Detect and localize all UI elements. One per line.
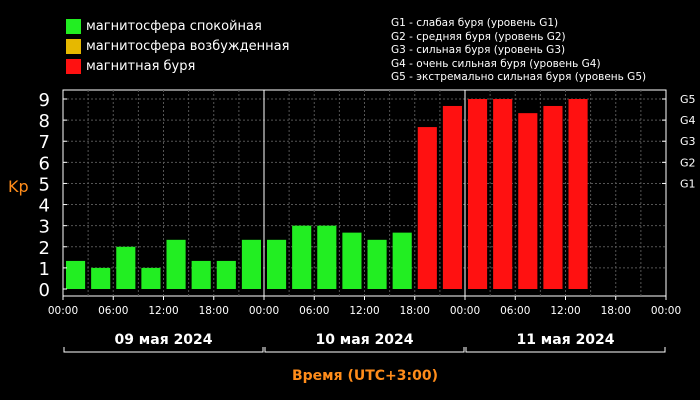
y-tick-label: 0 xyxy=(39,280,50,301)
legend-item: магнитосфера спокойная xyxy=(66,16,289,36)
x-tick-label: 06:00 xyxy=(500,305,530,317)
bar xyxy=(493,99,513,289)
bar xyxy=(66,260,86,289)
storm-level-item: G5 - экстремально сильная буря (уровень … xyxy=(391,71,647,83)
bar xyxy=(141,267,161,289)
legend-label: магнитосфера спокойная xyxy=(86,18,262,34)
g-tick-label: G1 xyxy=(680,177,696,190)
legend: магнитосфера спокойная магнитосфера возбу… xyxy=(66,16,289,76)
y-tick-label: 4 xyxy=(39,196,50,217)
y-tick-label: 9 xyxy=(39,90,50,111)
bar xyxy=(216,260,236,289)
y-tick-label: 6 xyxy=(39,153,50,174)
bar xyxy=(417,127,437,289)
bar xyxy=(367,239,387,289)
bar xyxy=(91,267,111,289)
day-label: 09 мая 2024 xyxy=(114,332,212,348)
day-bracket xyxy=(264,347,465,353)
x-tick-label: 18:00 xyxy=(199,305,229,317)
x-tick-label: 06:00 xyxy=(299,305,329,317)
storm-level-item: G2 - средняя буря (уровень G2) xyxy=(391,30,566,43)
day-bracket xyxy=(465,347,666,353)
x-tick-label: 00:00 xyxy=(249,305,279,317)
storm-level-item: G3 - сильная буря (уровень G3) xyxy=(391,44,566,56)
bar xyxy=(468,99,488,289)
bar xyxy=(191,260,211,289)
x-tick-label: 00:00 xyxy=(651,305,681,317)
bar xyxy=(392,232,412,289)
day-bracket xyxy=(63,347,264,353)
bar xyxy=(267,239,287,289)
bar xyxy=(317,225,337,289)
g-tick-label: G5 xyxy=(680,93,696,106)
day-label: 11 мая 2024 xyxy=(516,332,614,348)
g-tick-label: G3 xyxy=(680,135,696,148)
x-tick-label: 12:00 xyxy=(550,305,580,317)
x-tick-label: 12:00 xyxy=(148,305,178,317)
legend-item: магнитная буря xyxy=(66,56,289,76)
y-tick-label: 7 xyxy=(39,132,50,153)
x-tick-label: 00:00 xyxy=(450,305,480,317)
y-tick-label: 3 xyxy=(39,217,50,238)
bar xyxy=(166,239,186,289)
bar xyxy=(442,105,462,289)
y-tick-label: 8 xyxy=(39,111,50,132)
g-tick-label: G4 xyxy=(680,114,696,127)
bar xyxy=(518,113,538,290)
bar xyxy=(241,239,261,289)
y-axis-label: Kp xyxy=(8,177,29,196)
x-tick-label: 18:00 xyxy=(400,305,430,317)
legend-swatch xyxy=(66,18,81,34)
legend-label: магнитная буря xyxy=(86,58,196,74)
g-tick-label: G2 xyxy=(680,156,696,169)
y-tick-label: 1 xyxy=(39,259,50,280)
legend-swatch xyxy=(66,38,81,54)
storm-level-item: G1 - слабая буря (уровень G1) xyxy=(391,17,559,29)
x-tick-label: 12:00 xyxy=(349,305,379,317)
x-tick-label: 18:00 xyxy=(601,305,631,317)
x-tick-label: 00:00 xyxy=(48,305,78,317)
legend-swatch xyxy=(66,58,81,74)
x-tick-label: 06:00 xyxy=(98,305,128,317)
bar xyxy=(568,99,588,289)
legend-item: магнитосфера возбужденная xyxy=(66,36,289,56)
bar xyxy=(543,105,563,289)
y-tick-label: 2 xyxy=(39,238,50,259)
legend-label: магнитосфера возбужденная xyxy=(86,38,290,54)
storm-level-legend: G1 - слабая буря (уровень G1) G2 - средня… xyxy=(391,17,646,85)
storm-level-item: G4 - очень сильная буря (уровень G4) xyxy=(391,57,601,70)
bar xyxy=(292,225,312,289)
bar xyxy=(116,246,136,289)
bar xyxy=(342,232,362,289)
y-tick-label: 5 xyxy=(39,174,50,195)
x-axis-label: Время (UTC+3:00) xyxy=(292,368,438,384)
day-label: 10 мая 2024 xyxy=(315,332,413,348)
